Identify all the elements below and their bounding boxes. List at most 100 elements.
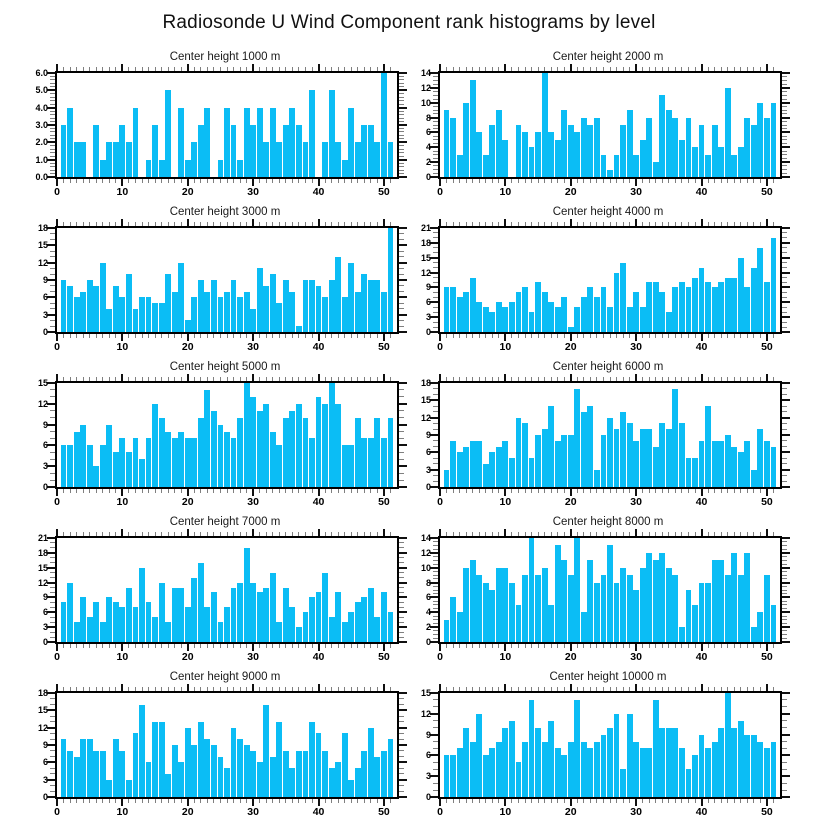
x-tick-bottom (180, 334, 182, 338)
y-tick-right (782, 271, 790, 274)
x-tick-top (629, 377, 631, 381)
x-tick-bottom (376, 489, 378, 493)
x-tick-top (161, 67, 163, 71)
histogram-bar (620, 262, 626, 332)
y-tick-left (433, 463, 438, 465)
y-tick-left (430, 146, 438, 149)
y-tick-right (399, 472, 404, 474)
x-tick-top (226, 532, 228, 536)
y-tick-right (782, 267, 787, 269)
x-tick-top (681, 687, 683, 691)
x-tick-top (452, 532, 454, 536)
histogram-bar (705, 154, 711, 177)
x-tick-bottom (765, 489, 768, 496)
x-tick-bottom (69, 799, 71, 803)
y-tick-label: 15 (420, 252, 431, 263)
x-tick-bottom (317, 799, 320, 806)
y-tick-left (433, 326, 438, 328)
x-tick-bottom (259, 799, 261, 803)
x-tick-top (370, 67, 372, 71)
histogram-bar (750, 734, 757, 797)
y-tick-right (782, 706, 787, 708)
x-tick-bottom (459, 334, 461, 338)
x-tick-top (128, 687, 130, 691)
histogram-bar (724, 693, 731, 797)
y-tick-left (433, 124, 438, 126)
x-tick-bottom (687, 179, 689, 183)
y-tick-left (433, 94, 438, 96)
y-tick-right (782, 754, 790, 757)
x-tick-bottom (357, 489, 359, 493)
y-tick-right (782, 486, 790, 488)
histogram-bar (659, 292, 666, 332)
x-tick-top (200, 67, 202, 71)
histogram-bar (67, 107, 73, 177)
x-tick-top (524, 377, 526, 381)
y-tick-left (50, 472, 55, 474)
x-tick-bottom (629, 799, 631, 803)
histogram-bar (639, 307, 646, 332)
y-tick-left (433, 544, 438, 546)
y-tick-left (433, 548, 438, 550)
histogram-bar (489, 590, 496, 642)
x-tick-bottom (733, 644, 735, 648)
histogram-bar (613, 272, 620, 332)
x-tick-top (544, 67, 546, 71)
x-tick-top (265, 687, 267, 691)
histogram-bar (770, 604, 777, 642)
x-tick-top (772, 377, 774, 381)
x-tick-top (252, 684, 255, 691)
x-tick-bottom (246, 799, 248, 803)
x-tick-bottom (504, 644, 507, 651)
y-tick-right (782, 446, 787, 448)
x-tick-top (616, 532, 618, 536)
y-tick-right (782, 747, 787, 749)
x-tick-top (272, 687, 274, 691)
x-tick-top (265, 67, 267, 71)
histogram-bar (633, 292, 640, 332)
x-tick-top (465, 532, 467, 536)
y-tick-label: 6 (425, 127, 431, 138)
x-tick-top (531, 532, 533, 536)
x-tick-top (389, 222, 391, 226)
x-tick-label: 10 (116, 806, 129, 818)
y-tick-left (47, 141, 55, 144)
histogram-bar (763, 282, 770, 332)
histogram-bar (561, 297, 568, 332)
x-tick-top (596, 377, 598, 381)
x-tick-bottom (161, 644, 163, 648)
y-tick-left (433, 630, 438, 632)
histogram-bar (600, 734, 607, 797)
x-tick-top (439, 64, 441, 71)
x-tick-bottom (69, 489, 71, 493)
x-tick-bottom (740, 489, 742, 493)
x-tick-top (128, 377, 130, 381)
x-tick-top (304, 222, 306, 226)
x-tick-top (544, 222, 546, 226)
x-tick-top (200, 532, 202, 536)
y-tick-left (433, 98, 438, 100)
x-tick-bottom (733, 179, 735, 183)
y-tick-left (430, 486, 438, 488)
histogram-bar (361, 438, 368, 487)
y-tick-left (50, 732, 55, 734)
y-tick-left (430, 256, 438, 259)
histogram-bar (593, 297, 600, 332)
x-tick-bottom (174, 489, 176, 493)
x-tick-top (285, 532, 287, 536)
histogram-bar (528, 147, 535, 177)
x-tick-top (56, 219, 58, 226)
x-tick-bottom (446, 799, 448, 803)
y-tick-right (399, 444, 407, 447)
histogram-bar (289, 607, 296, 642)
y-tick-left (433, 622, 438, 624)
y-tick-right (399, 152, 404, 154)
y-tick-right (782, 789, 787, 791)
histogram-bar (678, 139, 685, 177)
histogram-bar (237, 159, 243, 177)
x-tick-bottom (363, 644, 365, 648)
histogram-bar (152, 125, 158, 177)
x-tick-top (206, 377, 208, 381)
x-tick-bottom (350, 799, 352, 803)
y-tick-left (430, 382, 438, 384)
